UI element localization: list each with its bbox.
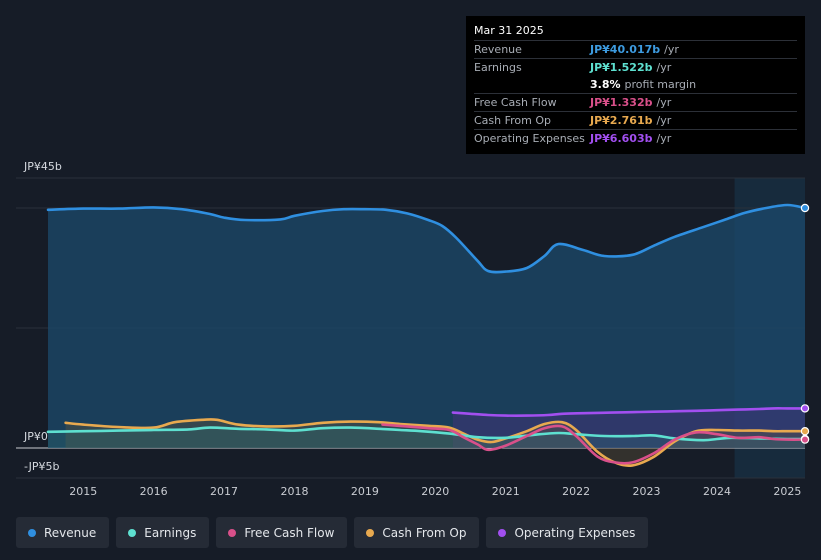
tooltip-row-free-cash-flow: Free Cash Flow JP¥1.332b /yr <box>474 93 797 111</box>
tooltip-row-revenue: Revenue JP¥40.017b /yr <box>474 40 797 58</box>
tooltip-label: Operating Expenses <box>474 132 585 145</box>
tooltip-date: Mar 31 2025 <box>474 24 544 37</box>
tooltip-label <box>474 76 590 93</box>
x-tick-label: 2016 <box>140 485 168 498</box>
legend-label: Cash From Op <box>382 525 467 540</box>
tooltip-label: Revenue <box>474 43 522 56</box>
tooltip-value: JP¥40.017b <box>590 43 661 56</box>
tooltip-value: JP¥1.522b <box>590 61 653 74</box>
area-earnings <box>48 427 805 448</box>
tooltip: Mar 31 2025 Revenue JP¥40.017b /yr Earni… <box>466 16 805 154</box>
tooltip-unit: profit margin <box>624 78 697 91</box>
legend-item-operating-expenses[interactable]: Operating Expenses <box>486 517 649 548</box>
legend: Revenue Earnings Free Cash Flow Cash Fro… <box>16 517 649 548</box>
legend-item-free-cash-flow[interactable]: Free Cash Flow <box>216 517 348 548</box>
tooltip-value: JP¥1.332b <box>590 96 653 109</box>
legend-dot-icon <box>28 528 36 537</box>
line-operating-expenses <box>451 407 807 417</box>
tooltip-row-cash-from-op: Cash From Op JP¥2.761b /yr <box>474 111 797 129</box>
tooltip-row-profit-margin: 3.8% profit margin <box>474 76 797 93</box>
area-cash-from-op <box>65 419 805 466</box>
end-marker-revenue <box>800 203 810 213</box>
line-cash-from-op <box>64 418 807 467</box>
legend-label: Operating Expenses <box>514 525 636 540</box>
legend-dot-icon <box>366 528 375 537</box>
end-marker-free-cash-flow <box>800 435 810 444</box>
tooltip-row-operating-expenses: Operating Expenses JP¥6.603b /yr <box>474 129 797 147</box>
x-tick-label: 2015 <box>69 485 97 498</box>
end-marker-cash-from-op <box>800 427 810 436</box>
x-axis: 2015 2016 2017 2018 2019 2020 2021 2022 2023 2024… <box>69 485 801 498</box>
x-tick-label: 2025 <box>773 485 801 498</box>
series-lines <box>46 203 807 467</box>
legend-label: Revenue <box>44 525 97 540</box>
legend-item-revenue[interactable]: Revenue <box>16 517 110 548</box>
legend-dot-icon <box>128 528 137 537</box>
tooltip-unit: /yr <box>656 96 672 109</box>
y-tick-label: JP¥45b <box>23 160 62 173</box>
legend-label: Earnings <box>144 525 197 540</box>
tooltip-unit: /yr <box>656 132 672 145</box>
tooltip-unit: /yr <box>664 43 679 56</box>
tooltip-value: 3.8% <box>590 78 621 91</box>
x-tick-label: 2024 <box>703 485 731 498</box>
series-end-markers <box>800 203 810 444</box>
tooltip-label: Free Cash Flow <box>474 96 557 109</box>
legend-label: Free Cash Flow <box>244 525 335 540</box>
tooltip-unit: /yr <box>656 114 672 127</box>
tooltip-label: Cash From Op <box>474 114 552 127</box>
x-tick-label: 2023 <box>633 485 661 498</box>
chart-canvas: JP¥45b JP¥0 -JP¥5b 2015 2016 2017 2018 2019 202… <box>16 160 810 498</box>
y-axis: JP¥45b JP¥0 -JP¥5b <box>23 160 62 473</box>
legend-dot-icon <box>498 528 507 537</box>
line-earnings <box>46 426 807 442</box>
area-revenue <box>48 205 805 448</box>
y-tick-label: -JP¥5b <box>24 460 59 473</box>
x-tick-label: 2021 <box>492 485 520 498</box>
tooltip-value: JP¥2.761b <box>590 114 653 127</box>
x-tick-label: 2019 <box>351 485 379 498</box>
line-revenue <box>46 203 807 274</box>
x-tick-label: 2020 <box>421 485 449 498</box>
legend-item-earnings[interactable]: Earnings <box>116 517 210 548</box>
tooltip-row-earnings: Earnings JP¥1.522b /yr <box>474 58 797 76</box>
x-tick-label: 2017 <box>210 485 238 498</box>
x-tick-label: 2018 <box>280 485 308 498</box>
legend-dot-icon <box>228 528 237 537</box>
tooltip-label: Earnings <box>474 61 522 74</box>
end-marker-operating-expenses <box>800 404 810 413</box>
tooltip-unit: /yr <box>656 61 672 74</box>
line-free-cash-flow <box>381 423 807 465</box>
x-tick-label: 2022 <box>562 485 590 498</box>
tooltip-value: JP¥6.603b <box>590 132 653 145</box>
y-tick-label: JP¥0 <box>23 430 48 443</box>
legend-item-cash-from-op[interactable]: Cash From Op <box>354 517 480 548</box>
